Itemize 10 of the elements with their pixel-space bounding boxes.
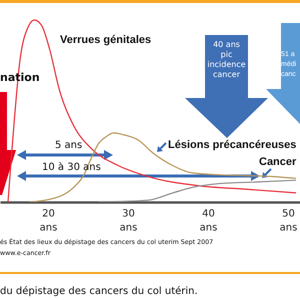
x-tick-label: 50 ans [280, 208, 298, 234]
x-tick-label: 30 ans [120, 208, 138, 234]
text: du dépistage des cancers du col utérin. [0, 286, 198, 298]
x-tick-label: 40 ans [200, 208, 218, 234]
annotation: 5 ans [55, 140, 82, 152]
x-tick-label: 20 ans [40, 208, 58, 234]
series-label: Verrues génitales [60, 34, 152, 47]
series-label: Lésions précancéreuses [168, 139, 296, 152]
annotation: 40 ans pic incidence cancer [206, 40, 247, 80]
series-label: Cancer [259, 156, 296, 169]
